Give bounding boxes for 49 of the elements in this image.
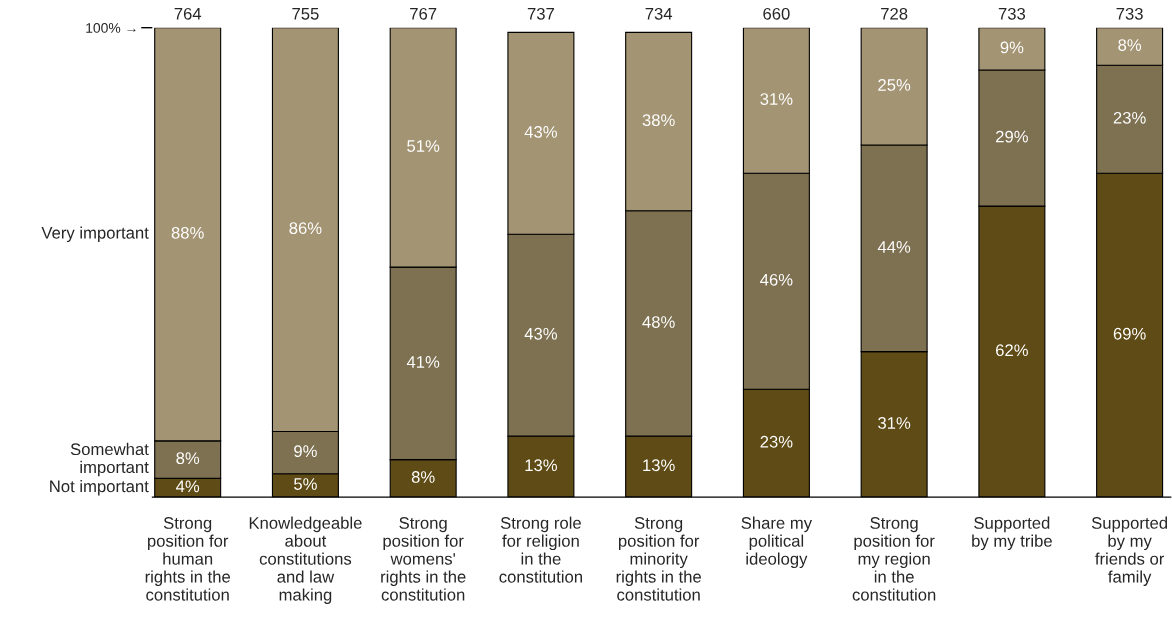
x-tick-label: Strong position for minority rights in the constitution [616,517,701,601]
data-label: 8% [411,471,435,483]
data-label: 43% [524,126,557,138]
x-tick-label: Supported by my friends or family [1091,516,1167,587]
data-label: 23% [1113,111,1146,124]
data-label: 86% [289,222,322,235]
data-label: 48% [642,316,675,328]
x-tick-label: Share my political ideology [741,516,813,569]
data-label: 29% [996,130,1028,143]
x-tick-label: Strong position for my region in the constitution [852,517,936,601]
data-label: 38% [642,114,675,127]
annotation: 737 [527,7,554,20]
x-tick-label: Strong role for religion in the constitution [499,516,582,583]
data-label: 5% [294,478,317,490]
data-label: 51% [407,140,440,152]
annotation: 764 [174,7,202,20]
annotation: 755 [292,8,319,20]
data-label: 88% [171,226,204,239]
x-tick-label: Strong position for human rights in the constitution [145,517,231,601]
data-label: 9% [294,445,317,458]
annotation: 733 [998,7,1026,20]
annotation: 767 [410,7,437,20]
data-label: 43% [524,327,557,340]
data-label: 41% [406,356,440,368]
data-label: 8% [176,452,200,465]
data-label: 23% [760,435,793,448]
annotation: 733 [1116,7,1143,20]
x-tick-label: Strong position for womens' rights in the constitution [381,517,466,601]
y-tick-label: 100% → [86,23,136,33]
data-label: 8% [1118,39,1142,51]
annotation: 660 [763,7,790,20]
data-label: 31% [760,93,793,105]
series-label: Not important [50,480,149,496]
data-label: 31% [878,417,911,429]
data-label: 13% [525,459,557,472]
x-tick-label: Knowledgeable about constitutions and law making [249,516,362,604]
annotation: 728 [881,7,908,20]
data-label: 13% [643,459,675,472]
x-tick-label: Supported by my tribe [972,516,1052,551]
data-label: 69% [1113,327,1146,340]
data-label: 44% [877,241,911,253]
data-label: 25% [878,79,911,91]
data-label: 62% [996,344,1028,357]
data-label: 4% [176,480,200,493]
data-label: 9% [1000,41,1024,54]
annotation: 734 [645,7,673,20]
data-label: 46% [760,273,793,286]
series-label: Very important [41,226,149,243]
series-label: Somewhat important [70,442,149,477]
